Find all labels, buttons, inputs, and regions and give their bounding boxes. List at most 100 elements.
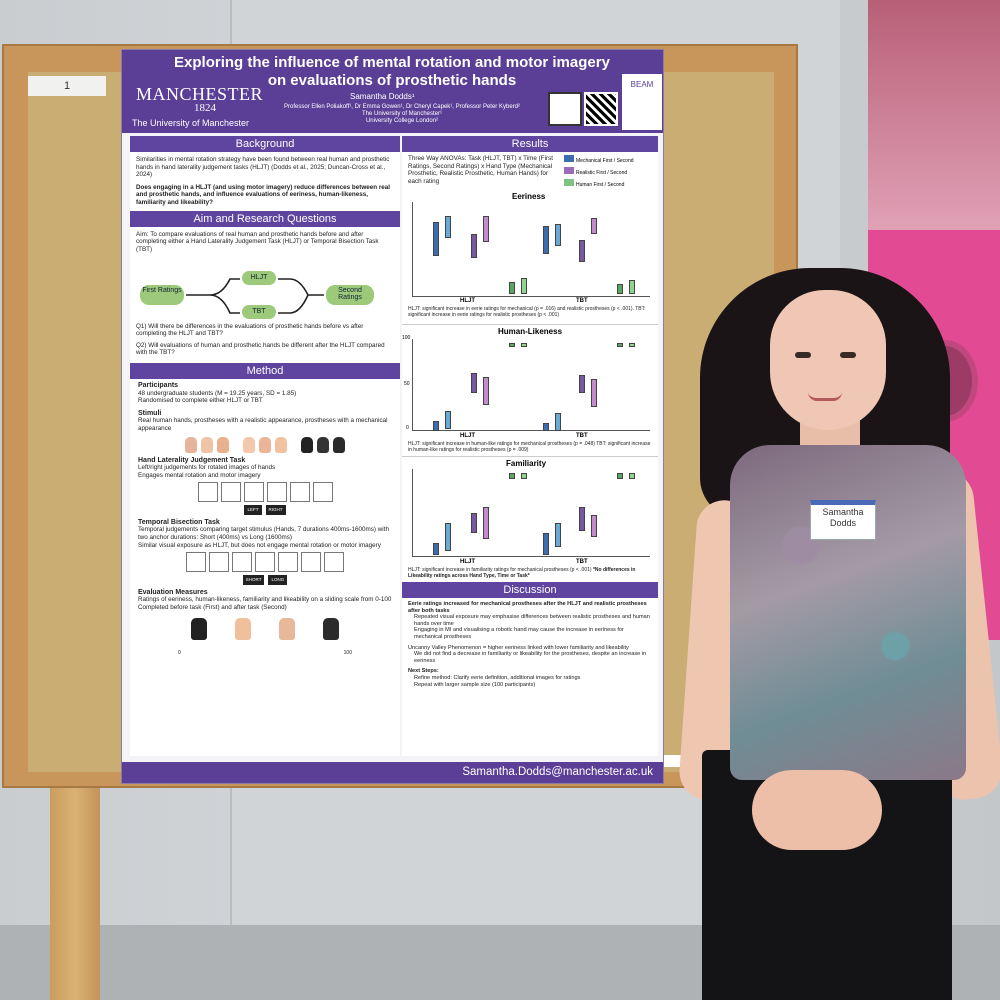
question-2: Q2) Will evaluations of human and prosth… [136, 341, 385, 357]
tbt-stimulus [209, 552, 229, 573]
y-tick-50: 50 [404, 381, 410, 387]
tbt-1: Temporal judgements comparing target sti… [138, 526, 389, 542]
title-line-2: on evaluations of prosthetic hands [267, 72, 517, 89]
box [509, 282, 515, 294]
y-tick-100: 100 [402, 335, 411, 341]
hljt-stimulus [197, 482, 218, 503]
person-clasped-hands [752, 770, 882, 850]
results-heading: Results [402, 136, 658, 152]
next-step-1: Refine method: Clarify eerie definition,… [414, 674, 581, 681]
eval-2: Completed before task (First) and after … [138, 604, 287, 612]
left-key: LEFT [244, 505, 262, 515]
participants-1: 48 undergraduate students (M = 19.25 yea… [138, 389, 297, 397]
discussion-p1: Eerie ratings increased for mechanical p… [408, 601, 647, 614]
box [471, 513, 477, 533]
y-tick-0: 0 [406, 425, 409, 431]
person-patterned-top [730, 445, 966, 780]
hand-image [235, 617, 251, 640]
humanlikeness-note: HLJT: significant increase in human-like… [408, 441, 651, 453]
x-label-hljt: HLJT [460, 298, 475, 304]
contact-email: Samantha.Dodds@manchester.ac.uk [462, 766, 653, 778]
humanlikeness-chart: Human-Likeness 100 50 0 HLJT TBT HLJT: s… [402, 324, 658, 456]
x-label-tbt: TBT [576, 433, 588, 439]
eval-heading: Evaluation Measures [138, 588, 208, 596]
long-key: LONG [268, 575, 288, 585]
tbt-stimulus [186, 552, 206, 573]
tbt-stimulus [301, 552, 321, 573]
affiliation-1: The University of Manchester¹ [361, 111, 443, 117]
box [555, 523, 561, 547]
familiarity-plot [412, 469, 650, 557]
box [629, 280, 635, 294]
background-p2: Does engaging in a HLJT (and using motor… [136, 183, 391, 206]
eeriness-title: Eeriness [512, 192, 546, 201]
legend-mechanical-label: Mechanical First / Second [576, 158, 634, 164]
eval-1: Ratings of eeriness, human-likeness, fam… [138, 596, 392, 604]
box [579, 240, 585, 262]
coauthors: Professor Ellen Poliakoff¹, Dr Emma Gowe… [262, 104, 542, 125]
box [483, 216, 489, 242]
hljt-keys: LEFT RIGHT [138, 505, 392, 515]
stimuli-heading: Stimuli [138, 409, 162, 417]
easel-leg-left [50, 780, 100, 1000]
next-step-2: Repeat with larger sample size (100 part… [414, 681, 536, 688]
person-smile [808, 392, 842, 401]
title-line-1: Exploring the influence of mental rotati… [174, 54, 610, 71]
hljt-heading: Hand Laterality Judgement Task [138, 456, 246, 464]
participants-2: Randomised to complete either HLJT or TB… [138, 397, 263, 405]
tbt-stimulus [324, 552, 344, 573]
box [483, 507, 489, 539]
hljt-stimulus [243, 482, 264, 503]
scale-min: 0 [178, 649, 181, 656]
poster: Exploring the influence of mental rotati… [121, 49, 664, 784]
box [433, 543, 439, 555]
box [445, 523, 451, 551]
tbt-stimulus [255, 552, 275, 573]
box [509, 343, 515, 347]
box [555, 224, 561, 246]
short-key: SHORT [242, 575, 265, 585]
question-1: Q1) Will there be differences in the eva… [136, 322, 364, 338]
coauthor-list: Professor Ellen Poliakoff¹, Dr Emma Gowe… [284, 104, 520, 110]
beam-logo: BEAM [622, 74, 662, 130]
x-label-tbt: TBT [576, 559, 588, 565]
box [521, 343, 527, 347]
person-eye-left [795, 352, 811, 358]
box [579, 375, 585, 393]
box [591, 379, 597, 407]
hljt-2: Engages mental rotation and motor imager… [138, 471, 261, 479]
box [445, 411, 451, 429]
next-steps-heading: Next Steps: [408, 668, 439, 675]
legend-realistic: Realistic First / Second [564, 167, 634, 179]
hand-image [323, 617, 339, 640]
eval-hands [138, 617, 392, 640]
qr-code-icon [584, 92, 618, 126]
flow-second-ratings: Second Ratings [326, 284, 374, 305]
box [617, 284, 623, 294]
right-key: RIGHT [265, 505, 286, 515]
discussion-p1a: Repeated visual exposure may emphasise d… [414, 614, 650, 627]
box [555, 413, 561, 431]
box [543, 423, 549, 431]
tbt-stimulus [278, 552, 298, 573]
aim-text: Aim: To compare evaluations of real huma… [136, 230, 379, 253]
badge-line-1: Samantha [822, 507, 864, 517]
hand-image [201, 436, 213, 453]
tbt-stimulus [232, 552, 252, 573]
background-p1: Similarities in mental rotation strategy… [136, 156, 390, 179]
x-label-hljt: HLJT [460, 433, 475, 439]
box [483, 377, 489, 405]
box [433, 222, 439, 256]
legend-mechanical: Mechanical First / Second [564, 155, 634, 167]
stimuli-hands [138, 436, 392, 453]
x-label-tbt: TBT [576, 298, 588, 304]
discussion-p2: Uncanny Valley Phenomenon = higher eerin… [408, 644, 629, 651]
legend: Mechanical First / Second Realistic Firs… [564, 155, 634, 191]
hand-image [301, 436, 313, 453]
discussion-heading: Discussion [402, 582, 658, 598]
person-eye-right [840, 352, 856, 358]
affiliation-2: University College London² [365, 118, 439, 124]
hljt-1: Left/right judgements for rotated images… [138, 464, 276, 472]
hand-image [259, 436, 271, 453]
box [433, 421, 439, 431]
